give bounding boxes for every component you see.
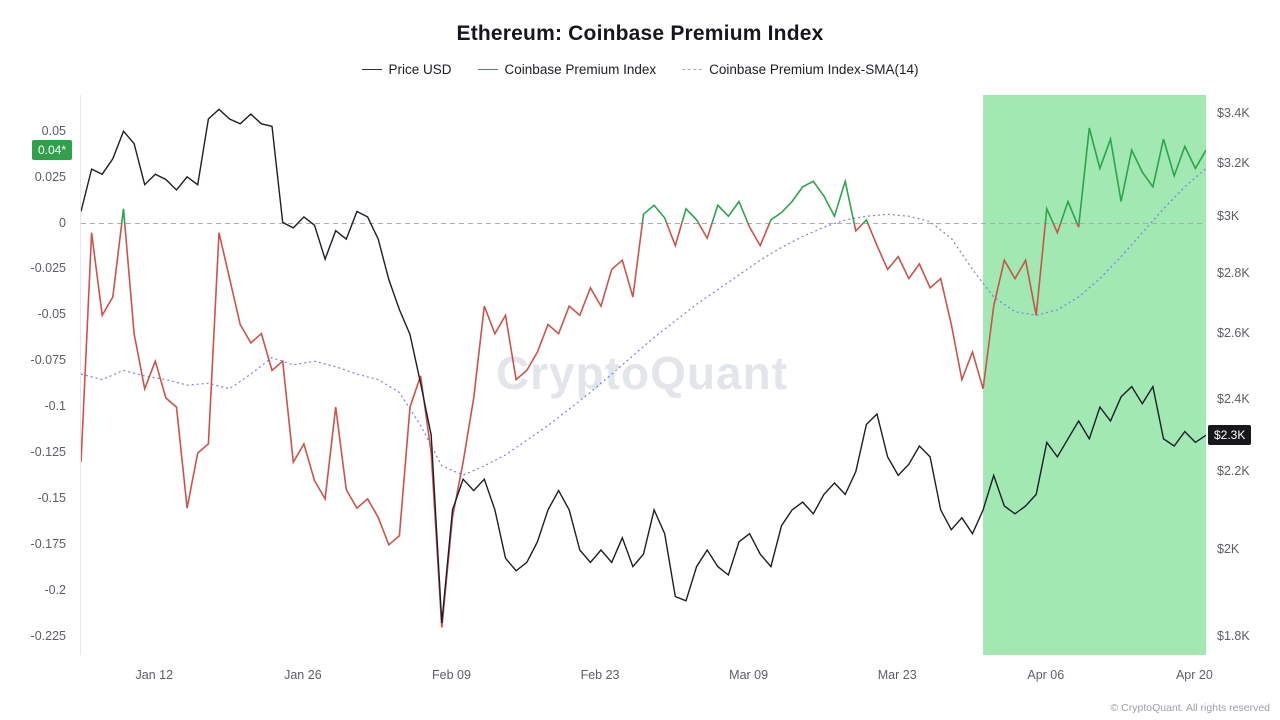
- x-axis-tick-label: Apr 20: [1175, 668, 1213, 682]
- x-axis-tick-label: Jan 12: [135, 668, 174, 682]
- left-axis-tick-label: -0.15: [37, 490, 67, 505]
- premium-index-line-icon: [477, 69, 498, 70]
- premium-index-line-negative: [81, 223, 1080, 628]
- page-title: Ethereum: Coinbase Premium Index: [456, 22, 824, 45]
- right-axis-tick-label: $3.4K: [1217, 106, 1250, 121]
- copyright-notice: © CryptoQuant. All rights reserved: [1110, 702, 1270, 714]
- legend-item-price-usd[interactable]: Price USD: [361, 62, 452, 77]
- x-axis-tick-label: Feb 09: [431, 668, 471, 682]
- right-axis-tick-label: $2.2K: [1217, 463, 1250, 478]
- right-y-axis: $2.3K $3.4K $3.2K $3K $2.8K $2.6K $2.4K $2.2K $…: [1208, 95, 1279, 655]
- left-axis-tick-label: -0.125: [30, 445, 66, 460]
- premium-index-sma-line-icon: [682, 69, 703, 70]
- right-axis-tick-label: $2.6K: [1217, 326, 1250, 341]
- left-y-axis: 0.04* 0.05 0.025 0 -0.025 -0.05 -0.075 -0.1 -0.…: [0, 95, 76, 655]
- right-axis-tick-label: $3K: [1217, 208, 1240, 223]
- left-axis-tick-label: -0.075: [30, 353, 66, 368]
- x-axis-tick-label: Mar 23: [877, 668, 917, 682]
- x-axis-tick-label: Feb 23: [580, 668, 620, 682]
- left-axis-tick-label: -0.175: [30, 536, 66, 551]
- left-axis-tick-label: 0.025: [34, 169, 66, 184]
- left-axis-tick-label: -0.05: [37, 307, 67, 322]
- left-axis-tick-label: -0.1: [44, 399, 66, 414]
- chart-plot-area[interactable]: [80, 95, 1207, 655]
- left-axis-tick-label: -0.225: [30, 628, 66, 643]
- left-axis-tick-label: 0: [59, 215, 66, 230]
- price-usd-line: [80, 108, 1207, 624]
- premium-current-value-badge: 0.04*: [31, 140, 72, 161]
- chart-canvas[interactable]: [80, 95, 1207, 655]
- legend-label: Coinbase Premium Index: [504, 62, 657, 77]
- right-axis-tick-label: $2.4K: [1217, 392, 1250, 407]
- legend-item-premium-index-sma[interactable]: Coinbase Premium Index-SMA(14): [682, 62, 918, 77]
- premium-index-line-positive: [120, 127, 1206, 224]
- legend-label: Price USD: [388, 62, 452, 77]
- right-axis-tick-label: $2K: [1217, 541, 1240, 556]
- left-axis-tick-label: -0.2: [44, 582, 66, 597]
- left-axis-tick-label: 0.05: [41, 123, 66, 138]
- left-axis-tick-label: -0.025: [30, 261, 66, 276]
- right-axis-tick-label: $1.8K: [1217, 628, 1250, 643]
- x-axis-tick-label: Jan 26: [284, 668, 322, 682]
- x-axis-tick-label: Mar 09: [729, 668, 769, 682]
- price-usd-line-icon: [361, 69, 382, 70]
- x-axis-tick-label: Apr 06: [1027, 668, 1065, 682]
- legend-label: Coinbase Premium Index-SMA(14): [709, 62, 919, 77]
- right-axis-tick-label: $3.2K: [1217, 155, 1250, 170]
- right-axis-tick-label: $2.8K: [1217, 265, 1250, 280]
- legend-item-coinbase-premium-index[interactable]: Coinbase Premium Index: [477, 62, 657, 77]
- x-axis: Jan 12 Jan 26 Feb 09 Feb 23 Mar 09 Mar 23 Apr …: [80, 655, 1213, 687]
- chart-legend: Price USD Coinbase Premium Index Coinbas…: [0, 62, 1280, 77]
- price-current-value-badge: $2.3K: [1208, 425, 1252, 446]
- highlight-region: [983, 95, 1206, 655]
